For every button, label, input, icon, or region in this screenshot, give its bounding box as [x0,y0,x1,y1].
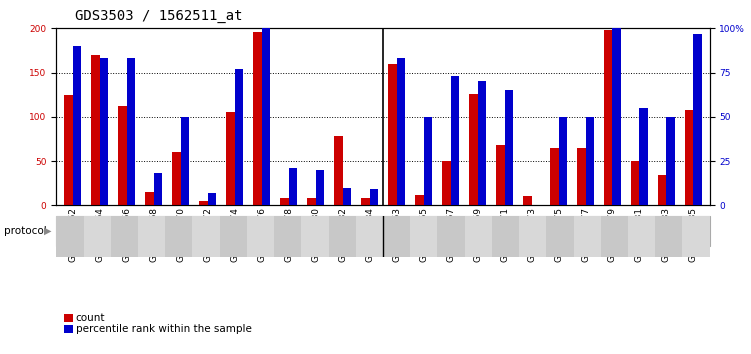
Bar [315,170,324,205]
Bar [73,46,81,205]
Bar [91,55,100,205]
Text: before exercise: before exercise [179,226,260,236]
Bar [604,30,613,205]
Bar [505,90,513,205]
Bar [628,216,655,257]
Bar [683,216,710,257]
Bar [226,112,234,205]
Bar [586,117,594,205]
Bar [658,175,666,205]
Bar [559,117,567,205]
Bar [693,34,702,205]
Bar [342,188,351,205]
Bar [388,64,397,205]
Text: ▶: ▶ [44,226,51,236]
Bar [640,108,648,205]
Bar [655,216,683,257]
Bar [253,32,261,205]
Bar [192,216,219,257]
Bar [334,136,342,205]
Bar [685,110,693,205]
Bar [383,216,410,257]
Bar [111,216,138,257]
Bar [288,168,297,205]
Bar [631,161,640,205]
Bar [56,216,383,246]
Bar [100,58,108,205]
Bar [478,81,486,205]
Bar [328,216,356,257]
Text: GDS3503 / 1562511_at: GDS3503 / 1562511_at [75,9,243,23]
Text: percentile rank within the sample: percentile rank within the sample [76,324,252,334]
Bar [165,216,192,257]
Bar [424,117,432,205]
Bar [492,216,519,257]
Bar [601,216,628,257]
Bar [442,161,451,205]
Text: count: count [76,313,105,323]
Bar [613,19,621,205]
Bar [180,117,189,205]
Bar [247,216,274,257]
Bar [56,216,83,257]
Bar [307,198,315,205]
Bar [397,58,405,205]
Bar [415,195,424,205]
Bar [301,216,328,257]
Bar [280,198,288,205]
Bar [234,69,243,205]
Bar [219,216,247,257]
Bar [437,216,465,257]
Bar [523,196,532,205]
Bar [550,148,559,205]
Bar [199,201,207,205]
Bar [383,216,710,246]
Bar [496,145,505,205]
Bar [138,216,165,257]
Bar [64,95,73,205]
Text: after exercise: after exercise [511,226,582,236]
Bar [83,216,111,257]
Bar [519,216,547,257]
Bar [577,148,586,205]
Bar [118,106,126,205]
Bar [153,173,162,205]
Bar [356,216,383,257]
Bar [145,192,153,205]
Bar [126,58,135,205]
Bar [451,76,459,205]
Bar [547,216,574,257]
Bar [361,198,369,205]
Bar [274,216,301,257]
Bar [207,193,216,205]
Bar [574,216,601,257]
Bar [172,152,180,205]
Bar [469,94,478,205]
Bar [261,16,270,205]
Bar [666,117,675,205]
Text: protocol: protocol [4,226,47,236]
Bar [410,216,437,257]
Bar [465,216,492,257]
Bar [369,189,379,205]
